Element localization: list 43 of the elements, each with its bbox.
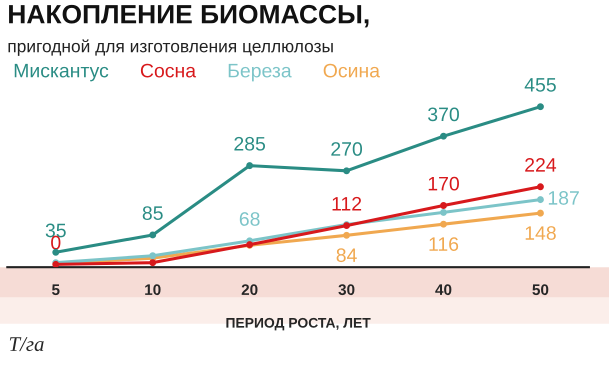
x-tick-label: 40 — [435, 284, 452, 296]
text: Сосна — [140, 64, 196, 78]
x-axis-title: ПЕРИОД РОСТА, ЛЕТ — [226, 318, 371, 330]
data-label: 85 — [142, 206, 163, 220]
data-label: 224 — [525, 158, 556, 172]
point — [440, 208, 447, 216]
text: Береза — [228, 64, 292, 82]
chart-title: НАКОПЛЕНИЕ БИОМАССЫ, — [9, 4, 368, 28]
point — [536, 183, 544, 190]
chart-subtitle: пригодной для изготовления целлюлозы — [8, 39, 333, 56]
data-label: 370 — [428, 107, 459, 122]
text: Мискантус — [14, 64, 108, 82]
point — [536, 210, 544, 217]
point — [149, 231, 156, 238]
data-label: 68 — [240, 212, 260, 226]
point — [246, 162, 254, 170]
text: Т/га — [10, 337, 44, 352]
text: Осина — [324, 64, 380, 78]
point — [149, 259, 156, 266]
point — [343, 167, 350, 174]
point — [440, 132, 447, 140]
point — [536, 103, 544, 110]
data-label: 455 — [524, 78, 556, 92]
data-label: 270 — [331, 142, 362, 156]
data-label: 35 — [46, 224, 66, 238]
data-label: 84 — [336, 248, 357, 262]
point — [440, 220, 447, 228]
point — [536, 196, 544, 204]
point — [343, 232, 350, 239]
data-label: 0 — [51, 236, 60, 250]
point — [149, 252, 156, 260]
data-label: 170 — [428, 176, 459, 191]
x-tick-label: 30 — [338, 284, 354, 296]
point — [440, 202, 447, 209]
data-label: 187 — [548, 191, 579, 205]
data-label: 116 — [429, 237, 458, 251]
data-label: 285 — [234, 136, 266, 151]
data-label: 148 — [526, 226, 556, 240]
data-label: 112 — [332, 196, 362, 210]
x-tick-label: 10 — [145, 284, 161, 296]
x-tick-label: 50 — [532, 284, 548, 296]
x-tick-label: 5 — [52, 284, 60, 296]
x-tick-label: 20 — [242, 284, 258, 296]
